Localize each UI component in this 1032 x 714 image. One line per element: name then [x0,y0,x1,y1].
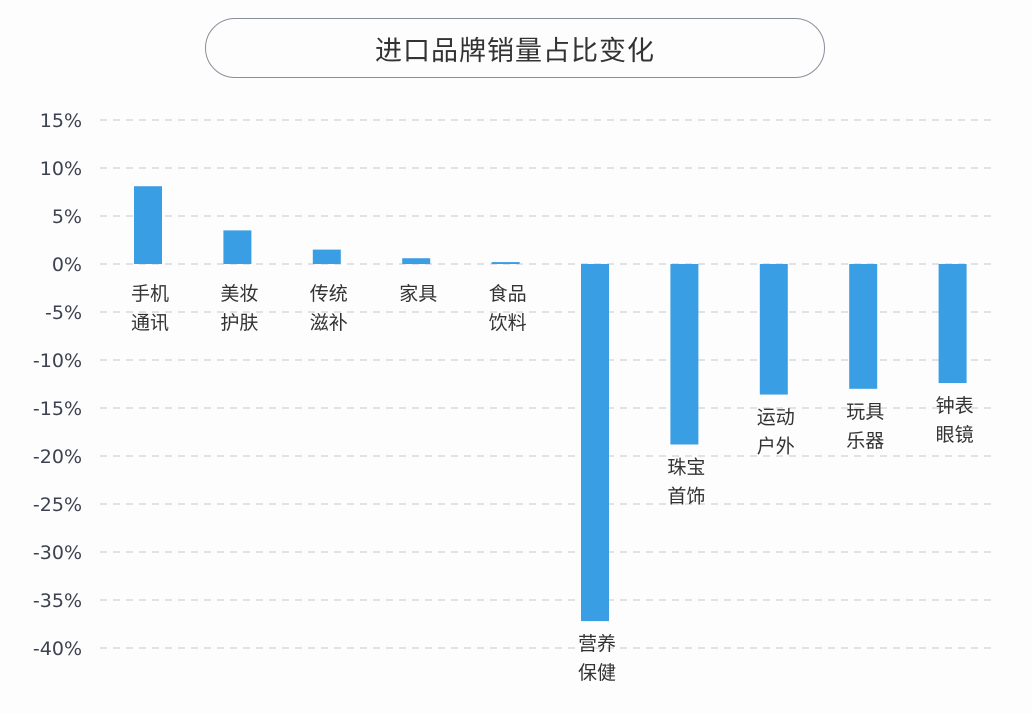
bar [491,262,520,264]
x-tick-label: 家具 [399,283,437,305]
y-tick-label: -35% [33,590,82,612]
bar [670,264,699,445]
x-tick-label: 通讯 [131,312,169,334]
y-tick-label: 10% [40,158,82,180]
bar [759,264,788,395]
bar [938,264,967,384]
chart-title: 进口品牌销量占比变化 [205,18,825,78]
x-tick-label: 首饰 [667,485,705,507]
y-tick-label: -15% [33,398,82,420]
x-tick-label: 乐器 [846,430,884,452]
x-tick-label: 眼镜 [936,424,974,446]
x-tick-label: 营养 [578,633,616,655]
bar [849,264,878,389]
y-tick-label: -40% [33,638,82,660]
y-tick-label: -30% [33,542,82,564]
y-tick-label: 0% [52,254,82,276]
x-tick-label: 食品 [489,283,527,305]
x-tick-label: 珠宝 [667,456,705,478]
x-tick-label: 钟表 [936,395,974,417]
x-tick-label: 美妆 [220,283,258,305]
x-tick-label: 饮料 [489,312,527,334]
y-tick-label: -20% [33,446,82,468]
bar [312,249,341,264]
x-tick-label: 护肤 [220,312,258,334]
x-tick-label: 保健 [578,662,616,684]
y-tick-label: 15% [40,110,82,132]
x-tick-label: 传统 [310,283,348,305]
x-tick-label: 户外 [757,436,795,458]
x-tick-label: 滋补 [310,312,348,334]
bar [402,258,431,264]
y-tick-label: -10% [33,350,82,372]
y-tick-label: -5% [45,302,82,324]
bar [134,186,162,264]
x-tick-label: 运动 [757,407,795,429]
bar [581,264,609,622]
x-tick-label: 手机 [131,283,169,305]
y-tick-label: 5% [52,206,82,228]
x-tick-label: 玩具 [846,401,884,423]
y-tick-label: -25% [33,494,82,516]
bar [223,230,252,264]
